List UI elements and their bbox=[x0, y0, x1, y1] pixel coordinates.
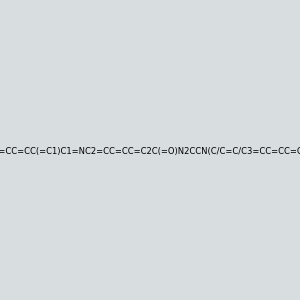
Text: ClC1=CC=CC(=C1)C1=NC2=CC=CC=C2C(=O)N2CCN(C/C=C/C3=CC=CC=C3)CC2: ClC1=CC=CC(=C1)C1=NC2=CC=CC=C2C(=O)N2CCN… bbox=[0, 147, 300, 156]
